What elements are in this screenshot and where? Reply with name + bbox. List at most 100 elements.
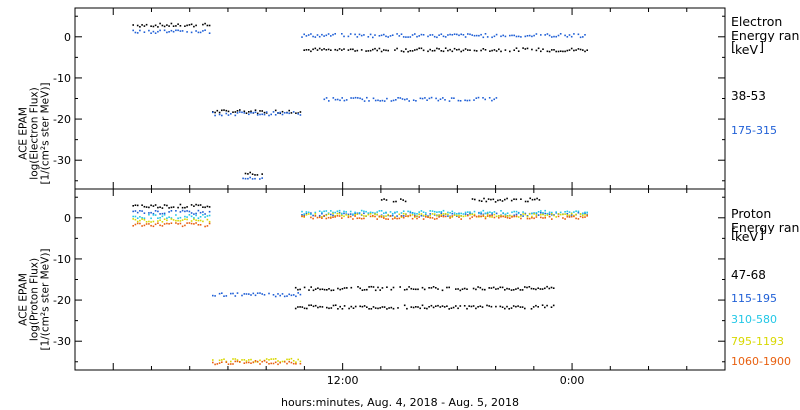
data-point-1060-1900: [491, 214, 493, 217]
data-point-115-195: [577, 211, 580, 214]
data-point-795-1193: [551, 213, 553, 215]
data-point-795-1193: [360, 213, 363, 216]
data-point-47-68: [477, 306, 479, 308]
data-point-1060-1900: [429, 217, 431, 219]
data-point-310-580: [208, 214, 211, 217]
data-point-47-68: [490, 305, 493, 308]
data-point-175-315: [354, 33, 356, 36]
data-point-795-1193: [402, 212, 405, 215]
data-point-47-68: [372, 306, 375, 308]
data-point-38-53: [221, 109, 223, 112]
data-point-175-315: [453, 33, 456, 35]
proton-legend: Proton Energy ranges [ keV ] 47-68 115-1…: [731, 206, 800, 371]
data-point-115-195: [469, 212, 471, 214]
data-point-1060-1900: [568, 216, 571, 218]
data-point-47-68: [350, 305, 353, 308]
data-point-1060-1900: [316, 216, 319, 219]
legend-entry-310-580: 310-580: [731, 313, 777, 326]
x-axis-label: hours:minutes, Aug. 4, 2018 - Aug. 5, 20…: [280, 396, 520, 409]
data-point-1060-1900: [274, 361, 277, 364]
data-point-795-1193: [181, 219, 184, 221]
electron-legend-title: Electron: [731, 16, 783, 28]
data-point-310-580: [451, 210, 454, 213]
data-point-310-580: [537, 211, 540, 213]
data-point-1060-1900: [327, 216, 330, 219]
data-point-47-68: [379, 307, 381, 309]
data-point-310-580: [199, 216, 202, 218]
data-point-47-68: [526, 286, 528, 289]
data-point-175-315: [480, 33, 482, 36]
data-point-175-315: [241, 111, 243, 114]
data-point-47-68: [377, 286, 379, 289]
data-point-47-68: [141, 204, 143, 206]
data-point-38-53: [540, 50, 542, 53]
data-point-795-1193: [270, 358, 272, 360]
data-point-795-1193: [528, 213, 531, 215]
data-point-795-1193: [418, 213, 420, 216]
data-point-1060-1900: [398, 217, 401, 220]
data-point-310-580: [341, 212, 343, 215]
data-point-47-68: [479, 305, 482, 307]
data-point-38-53: [312, 48, 314, 51]
data-point-795-1193: [193, 218, 195, 221]
data-point-38-53: [152, 25, 155, 28]
data-point-47-68: [499, 305, 502, 308]
data-point-1060-1900: [369, 215, 372, 218]
data-point-310-580: [338, 209, 341, 212]
data-point-175-315: [341, 97, 343, 99]
data-point-310-580: [367, 212, 370, 214]
data-point-795-1193: [504, 215, 507, 217]
data-point-115-195: [154, 210, 157, 212]
data-point-175-315: [380, 34, 383, 37]
data-point-1060-1900: [186, 222, 188, 224]
data-point-310-580: [420, 210, 423, 212]
data-point-115-195: [464, 213, 467, 215]
data-point-47-68: [539, 288, 542, 290]
data-point-38-53: [248, 111, 250, 113]
data-point-115-195: [513, 214, 515, 217]
data-point-1060-1900: [480, 215, 482, 218]
data-marks-group: [132, 22, 588, 366]
data-point-47-68: [399, 286, 401, 288]
data-point-1060-1900: [154, 223, 157, 226]
data-point-47-68: [519, 289, 522, 291]
data-point-310-580: [414, 212, 416, 215]
data-point-795-1193: [134, 218, 137, 221]
data-point-47-68: [343, 305, 346, 307]
data-point-795-1193: [429, 215, 431, 217]
data-point-115-195: [170, 210, 173, 212]
data-point-115-195: [204, 213, 206, 215]
data-point-795-1193: [218, 359, 221, 362]
data-point-47-68: [412, 306, 415, 309]
data-point-38-53: [405, 48, 407, 50]
data-point-38-53: [573, 49, 575, 52]
data-point-38-53: [493, 49, 496, 51]
data-point-175-315: [361, 98, 364, 101]
data-point-47-68: [354, 305, 357, 308]
data-point-47-68: [319, 288, 321, 291]
data-point-38-53: [254, 109, 257, 111]
data-point-115-195: [414, 214, 416, 217]
data-point-115-195: [179, 211, 182, 213]
data-point-38-53: [145, 23, 148, 26]
data-point-47-68: [145, 206, 148, 208]
data-point-310-580: [330, 210, 332, 212]
data-point-38-53: [369, 49, 372, 52]
data-point-1060-1900: [418, 216, 420, 218]
data-point-310-580: [462, 213, 465, 215]
data-point-795-1193: [166, 219, 168, 222]
x-tick-label: 12:00: [327, 374, 359, 387]
data-point-1060-1900: [283, 361, 286, 363]
data-point-175-315: [475, 34, 478, 37]
data-point-38-53: [218, 111, 221, 114]
data-point-38-53: [551, 49, 553, 51]
data-point-38-53: [172, 25, 175, 27]
data-point-310-580: [161, 215, 164, 218]
data-point-38-53: [416, 48, 418, 51]
data-point-310-580: [568, 211, 571, 213]
data-point-175-315: [444, 99, 446, 101]
data-point-795-1193: [206, 218, 209, 221]
data-point-795-1193: [433, 213, 436, 215]
data-point-795-1193: [517, 216, 520, 218]
data-point-47-68: [515, 305, 517, 308]
